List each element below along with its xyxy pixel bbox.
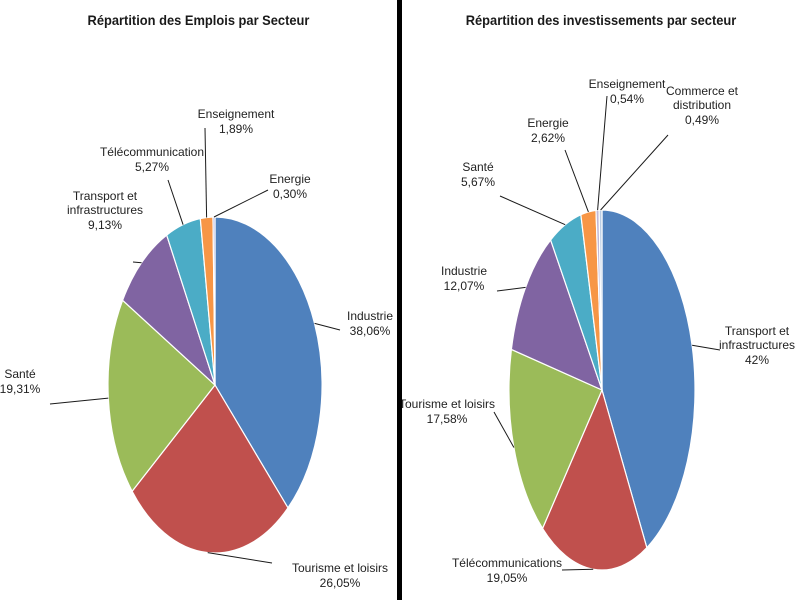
slice-label-0: Industrie 38,06% — [347, 309, 393, 338]
slice-label-3: Industrie 12,07% — [441, 264, 487, 293]
leader-line-4 — [499, 195, 566, 226]
jobs-chart-panel: Répartition des Emplois par Secteur Indu… — [0, 0, 397, 600]
leader-line-2 — [49, 397, 109, 405]
slice-label-2: Santé 19,31% — [0, 367, 41, 396]
slice-label-6: Enseignement 0,54% — [589, 77, 666, 106]
leader-line-5 — [564, 149, 589, 213]
slice-label-1: Télécommunications 19,05% — [452, 556, 562, 585]
investment-pie-chart: Transport et infrastructures 42% Télécommun… — [402, 77, 795, 585]
leader-line-0 — [692, 344, 721, 351]
pie-slice-0 — [214, 216, 323, 509]
jobs-pie-chart: Industrie 38,06% Tourisme et loisirs 26,05%… — [0, 107, 393, 590]
leader-line-7 — [600, 134, 669, 211]
leader-line-2 — [493, 411, 515, 448]
slice-value-5: 1,89% — [219, 122, 253, 136]
leader-line-6 — [213, 189, 269, 218]
leader-line-1 — [207, 552, 273, 564]
investment-chart-panel: Répartition des investissements par sect… — [402, 0, 800, 600]
slice-value-0: 42% — [745, 353, 769, 367]
slice-value-2: 17,58% — [427, 412, 468, 426]
leader-line-3 — [496, 286, 526, 292]
slice-value-5: 2,62% — [531, 131, 565, 145]
slice-value-2: 19,31% — [0, 382, 41, 396]
slice-label-6: Energie 0,30% — [269, 172, 311, 201]
slice-label-5: Enseignement 1,89% — [198, 107, 275, 136]
leader-line-6 — [597, 95, 608, 211]
slice-label-3: Transport et infrastructures 9,13% — [67, 189, 143, 232]
leader-line-5 — [204, 127, 208, 218]
leader-line-4 — [167, 179, 184, 225]
leader-line-3 — [132, 261, 142, 264]
slice-label-4: Télécommunication 5,27% — [100, 145, 204, 174]
slice-value-6: 0,30% — [273, 187, 307, 201]
pie-slice-3 — [121, 234, 217, 387]
slice-value-4: 5,27% — [135, 160, 169, 174]
investment-chart-title: Répartition des investissements par sect… — [465, 12, 737, 28]
leader-line-1 — [561, 568, 594, 571]
slice-label-4: Santé 5,67% — [461, 160, 495, 189]
slice-value-3: 9,13% — [88, 218, 122, 232]
slice-value-6: 0,54% — [610, 92, 644, 106]
slice-value-1: 26,05% — [320, 576, 361, 590]
pie-slice-7 — [598, 209, 603, 391]
slice-value-4: 5,67% — [461, 175, 495, 189]
slice-label-7: Commerce et distribution 0,49% — [666, 84, 739, 127]
slice-label-0: Transport et infrastructures 42% — [719, 324, 795, 367]
pie-slice-0 — [601, 209, 696, 549]
slice-value-1: 19,05% — [487, 571, 528, 585]
pie-slice-2 — [107, 299, 216, 493]
slice-value-7: 0,49% — [685, 113, 719, 127]
slice-label-5: Energie 2,62% — [527, 116, 569, 145]
leader-line-0 — [314, 322, 341, 331]
jobs-chart-title: Répartition des Emplois par Secteur — [87, 12, 310, 28]
slice-label-1: Tourisme et loisirs 26,05% — [292, 561, 388, 590]
slice-label-2: Tourisme et loisirs 17,58% — [402, 397, 495, 426]
slice-value-0: 38,06% — [350, 324, 391, 338]
slice-value-3: 12,07% — [444, 279, 485, 293]
